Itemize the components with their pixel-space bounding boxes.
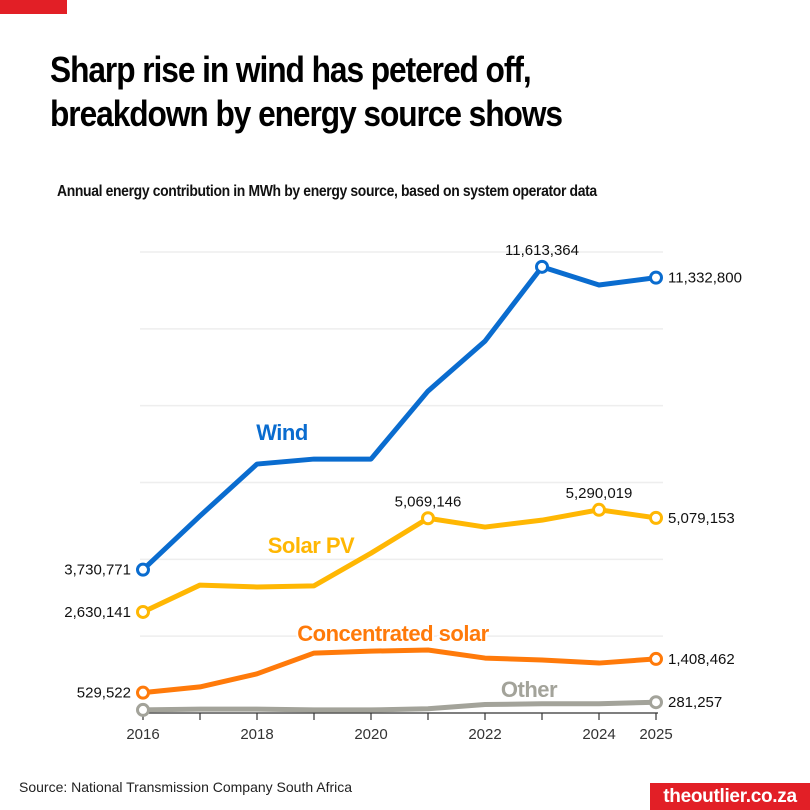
- chart-title: Sharp rise in wind has petered off, brea…: [50, 49, 563, 134]
- data-marker-solar-pv: [592, 502, 606, 517]
- data-marker-wind: [535, 259, 549, 274]
- x-tick-label: 2025: [639, 726, 672, 743]
- data-marker-wind: [136, 562, 150, 577]
- x-tick-label: 2022: [468, 726, 501, 743]
- series-line-other: [140, 699, 659, 713]
- data-markers: [136, 259, 663, 717]
- data-marker-solar-pv: [421, 511, 435, 526]
- data-label-solar-pv: 5,069,146: [395, 493, 462, 510]
- data-label-wind: 11,613,364: [505, 242, 579, 259]
- data-marker-wind: [649, 270, 663, 285]
- series-label-solar-pv: Solar PV: [268, 533, 355, 558]
- data-marker-concentrated-solar: [136, 685, 150, 700]
- x-tick-label: 2018: [240, 726, 273, 743]
- data-marker-solar-pv: [136, 604, 150, 619]
- x-axis: 2016 2018 2020 2022 2024 2025: [126, 712, 673, 743]
- x-tick-label: 2016: [126, 726, 159, 743]
- gridlines: [140, 251, 663, 637]
- data-label-wind: 3,730,771: [64, 562, 131, 579]
- chart-subtitle: Annual energy contribution in MWh by ene…: [57, 183, 597, 200]
- x-tick-label: 2020: [354, 726, 387, 743]
- data-labels: 3,730,771 11,613,364 11,332,800 2,630,141 5,…: [64, 242, 742, 711]
- series-line-wind: [140, 264, 659, 573]
- data-marker-concentrated-solar: [649, 651, 663, 666]
- data-label-wind: 11,332,800: [668, 270, 742, 287]
- series-line-solar-pv: [140, 507, 659, 615]
- series-label-other: Other: [501, 677, 558, 702]
- series-label-wind: Wind: [256, 420, 308, 445]
- data-marker-solar-pv: [649, 510, 663, 525]
- x-tick-label: 2024: [582, 726, 615, 743]
- series-line-concentrated-solar: [140, 647, 659, 696]
- source-note: Source: National Transmission Company So…: [19, 779, 353, 795]
- series-label-concentrated-solar: Concentrated solar: [297, 621, 489, 646]
- data-label-concentrated-solar: 529,522: [77, 685, 131, 702]
- data-label-other: 281,257: [668, 694, 722, 711]
- brand-accent-bar: [0, 0, 67, 14]
- data-label-concentrated-solar: 1,408,462: [668, 651, 735, 668]
- series-labels: Wind Solar PV Concentrated solar Other: [254, 418, 560, 704]
- data-label-solar-pv: 5,290,019: [566, 485, 633, 502]
- data-label-solar-pv: 2,630,141: [64, 604, 131, 621]
- brand-link[interactable]: theoutlier.co.za: [650, 783, 810, 810]
- data-marker-other: [136, 702, 150, 717]
- data-label-solar-pv: 5,079,153: [668, 510, 735, 527]
- series-lines: [140, 264, 659, 713]
- data-marker-other: [649, 695, 663, 710]
